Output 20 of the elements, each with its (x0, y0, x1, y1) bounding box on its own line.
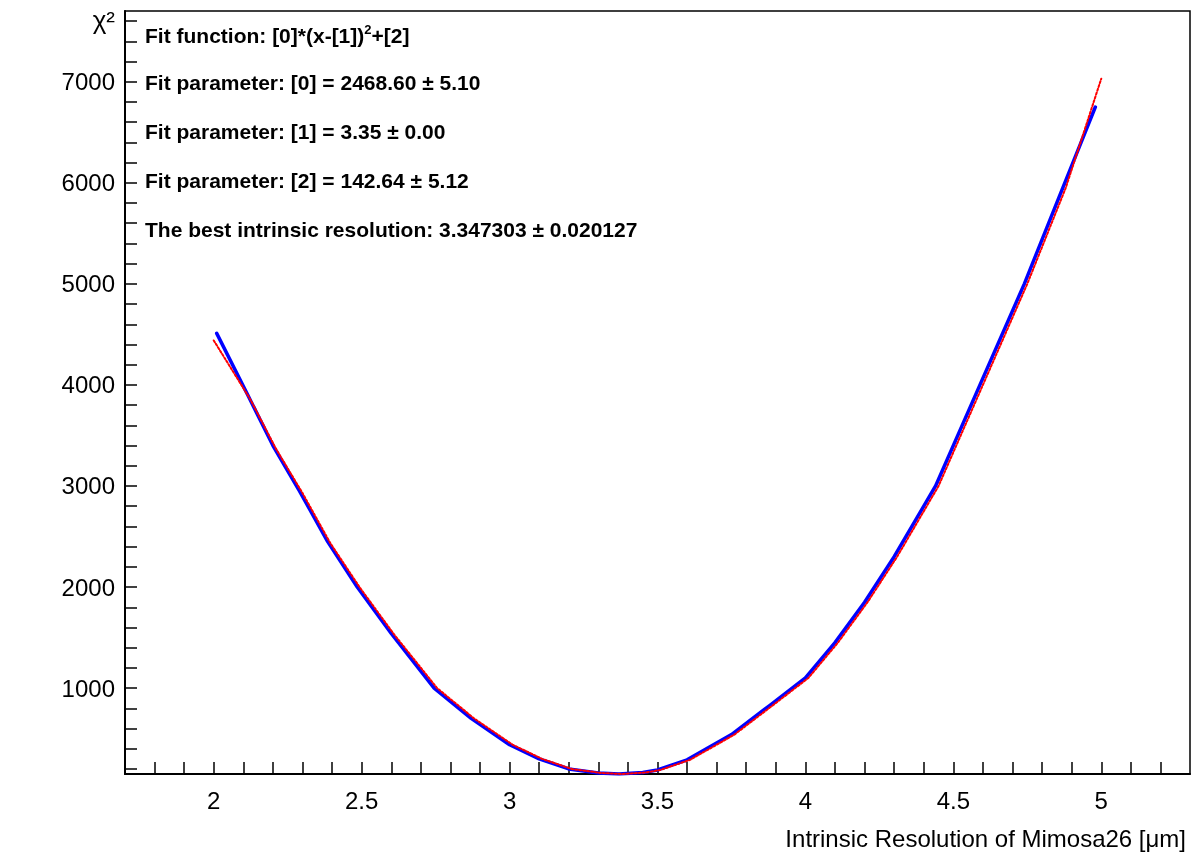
y-tick-label: 2000 (61, 573, 115, 601)
y-tick-label: 3000 (61, 472, 115, 500)
x-tick-label: 2 (207, 786, 221, 814)
annotation: Fit parameter: [1] = 3.35 ± 0.00 (145, 120, 446, 143)
x-tick-label: 3 (502, 786, 517, 814)
y-tick-label: 1000 (61, 674, 115, 702)
annotation: Fit parameter: [0] = 2468.60 ± 5.10 (145, 71, 481, 94)
x-tick-label: 3.5 (640, 786, 675, 814)
x-tick-label: 2.5 (344, 786, 379, 814)
x-tick-label: 4.5 (936, 786, 971, 814)
y-axis-title: χ² (92, 5, 116, 35)
y-tick-label: 7000 (61, 68, 115, 96)
annotation: Fit parameter: [2] = 142.64 ± 5.12 (145, 169, 469, 192)
x-tick-label: 4 (798, 786, 813, 814)
annotation: The best intrinsic resolution: 3.347303 ± 0.020127 (145, 218, 638, 241)
x-tick-label: 5 (1094, 786, 1108, 814)
y-tick-label: 5000 (61, 270, 115, 298)
y-tick-label: 4000 (61, 371, 115, 399)
y-tick-label: 6000 (61, 169, 115, 197)
x-axis-title: Intrinsic Resolution of Mimosa26 [μm] (785, 824, 1186, 852)
